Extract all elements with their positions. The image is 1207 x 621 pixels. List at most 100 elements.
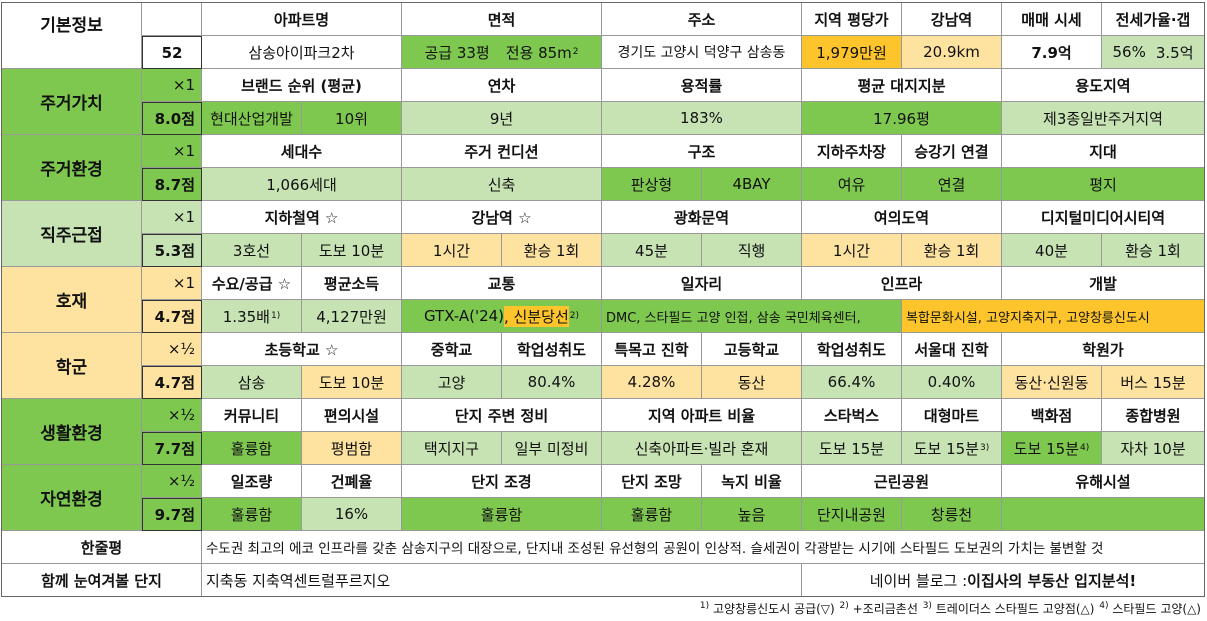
basic-header-4: 강남역 [902,3,1002,36]
cm-header-2: 광화문역 [602,201,802,234]
nt-header-2: 단지 조경 [402,465,602,498]
school-value-4: 4.28% [602,366,702,399]
brand-name: 현대산업개발 [202,102,302,135]
living-score: 7.7점 [142,432,202,465]
living-value-1: 평범함 [302,432,402,465]
lv-header-3: 지역 아파트 비율 [602,399,802,432]
supply-value: 1.35배 [222,307,270,326]
lv-header-5: 대형마트 [902,399,1002,432]
apartment-name: 삼송아이파크2차 [202,36,402,69]
area-exclusive: 전용 85m [505,43,572,62]
basic-header-2: 주소 [602,3,802,36]
development-title: 호재 [2,267,142,333]
lv-header-2: 단지 주변 정비 [402,399,602,432]
living-value-text-8: 자차 10분 [1120,439,1186,458]
school-value-3: 80.4% [502,366,602,399]
commute-value-8: 40분 [1002,234,1102,267]
nature-value-2: 훌륭함 [402,498,602,531]
gangnam-distance: 20.9km [902,36,1002,69]
nature-multiplier: ×½ [142,465,202,498]
sc-header-5: 학업성취도 [802,333,902,366]
school-value-9: 버스 15분 [1102,366,1205,399]
sc-header-1: 중학교 [402,333,502,366]
transport: GTX-A('24), 신분당선 2) [402,300,602,333]
transport-gtx: GTX-A('24) [423,307,505,325]
re-header-5: 지대 [1002,135,1205,168]
residential_env-multiplier: ×1 [142,135,202,168]
re-header-1: 주거 컨디션 [402,135,602,168]
elevator: 연결 [902,168,1002,201]
cm-header-3: 여의도역 [802,201,1002,234]
nature-value-7 [1002,498,1205,531]
dv-header-4: 인프라 [802,267,1002,300]
basic-number: 52 [142,36,202,69]
residential_env-title: 주거환경 [2,135,142,201]
sc-header-0: 초등학교 ☆ [202,333,402,366]
sale-price: 7.9억 [1002,36,1102,69]
bay-type: 4BAY [702,168,802,201]
lv-header-0: 커뮤니티 [202,399,302,432]
commute-score: 5.3점 [142,234,202,267]
re-header-4: 승강기 연결 [902,135,1002,168]
gap-value: 3.5억 [1155,43,1194,62]
residential_value-score: 8.0점 [142,102,202,135]
basic-header-5: 매매 시세 [1002,3,1102,36]
living-value-text-1: 평범함 [330,439,373,458]
living-value-0: 훌륭함 [202,432,302,465]
related-text: 지축동 지축역센트럴푸르지오 [202,564,802,597]
summary-text: 수도권 최고의 에코 인프라를 갖춘 삼송지구의 대장으로, 단지내 조성된 유… [202,531,1205,564]
footnote-text-2: 트레이더스 스타필드 고양점(△) [931,602,1099,616]
footnote-number-1: 2) [839,601,849,611]
school-value-0: 삼송 [202,366,302,399]
commute-value-1: 도보 10분 [302,234,402,267]
school-value-6: 66.4% [802,366,902,399]
school-score: 4.7점 [142,366,202,399]
summary-title: 한줄평 [2,531,202,564]
transport-sinbundang: , 신분당선 [504,305,569,327]
rv-header-4: 용도지역 [1002,69,1205,102]
supply-ratio: 1.35배 1) [202,300,302,333]
jobs: DMC, 스타필드 고양 인접, 삼송 국민체육센터, [602,300,902,333]
rv-header-0: 브랜드 순위 (평균) [202,69,402,102]
sc-header-3: 특목고 진학 [602,333,702,366]
living-value-text-4: 신축아파트·빌라 혼재 [634,439,769,458]
building-age: 9년 [402,102,602,135]
school-value-8: 동산·신원동 [1002,366,1102,399]
living-title: 생활환경 [2,399,142,465]
commute-title: 직주근접 [2,201,142,267]
cm-header-4: 디지털미디어시티역 [1002,201,1205,234]
dv-header-0: 수요/공급 ☆ [202,267,302,300]
footnote-text-3: 스타필드 고양(△) [1108,602,1201,616]
terrain: 평지 [1002,168,1205,201]
living-value-text-5: 도보 15분 [818,439,885,458]
infrastructure: 복합문화시설, 고양지축지구, 고양창릉신도시 [902,300,1205,333]
lv-header-6: 백화점 [1002,399,1102,432]
living-value-5: 도보 15분 [802,432,902,465]
area: 공급 33평 전용 85m 2 [402,36,602,69]
sc-header-2: 학업성취도 [502,333,602,366]
nature-value-6: 창릉천 [902,498,1002,531]
nt-header-0: 일조량 [202,465,302,498]
re-header-0: 세대수 [202,135,402,168]
land-share: 17.96평 [802,102,1002,135]
nature-value-4: 높음 [702,498,802,531]
condition: 신축 [402,168,602,201]
living-value-text-6: 도보 15분 [913,439,979,458]
living-value-text-3: 일부 미정비 [514,439,589,458]
blog-name: 이집사의 부동산 입지분석! [967,571,1137,590]
development-score: 4.7점 [142,300,202,333]
rv-header-1: 연차 [402,69,602,102]
sc-header-4: 고등학교 [702,333,802,366]
basic-header-1: 면적 [402,3,602,36]
cm-header-1: 강남역 ☆ [402,201,602,234]
dv-header-1: 평균소득 [302,267,402,300]
nature-value-3: 훌륭함 [602,498,702,531]
jeonse-ratio: 56% 3.5억 [1102,36,1205,69]
lv-header-7: 종합병원 [1102,399,1205,432]
lv-header-1: 편의시설 [302,399,402,432]
basic-number-spacer [142,3,202,36]
related-title: 함께 눈여겨볼 단지 [2,564,202,597]
commute-value-4: 45분 [602,234,702,267]
living-value-4: 신축아파트·빌라 혼재 [602,432,802,465]
living-value-2: 택지지구 [402,432,502,465]
